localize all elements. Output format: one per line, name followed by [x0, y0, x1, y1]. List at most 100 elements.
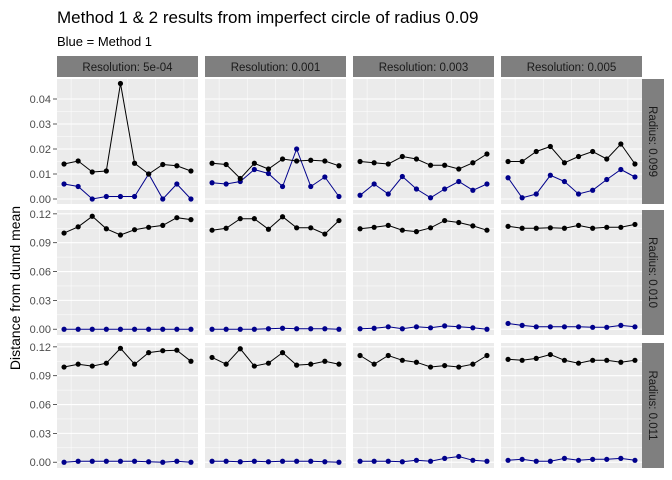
black-data-point: [75, 361, 81, 367]
black-data-point: [484, 227, 490, 233]
blue-data-point: [618, 322, 624, 328]
blue-data-point: [89, 196, 95, 202]
black-series-line: [63, 347, 192, 368]
blue-series-line: [212, 460, 339, 463]
black-data-point: [294, 158, 300, 164]
blue-data-point: [357, 458, 363, 464]
black-series-line: [360, 220, 488, 233]
black-data-point: [519, 357, 525, 363]
blue-data-point: [484, 458, 490, 464]
black-data-point: [146, 171, 152, 177]
blue-data-point: [279, 183, 286, 190]
blue-data-point: [223, 326, 229, 332]
black-data-point: [209, 160, 215, 166]
black-series-line: [360, 153, 488, 170]
blue-series-line: [360, 455, 487, 463]
black-data-point: [371, 361, 377, 367]
black-data-point: [533, 225, 539, 231]
column-strip: [57, 56, 198, 77]
black-data-point: [117, 232, 124, 238]
black-data-point: [308, 361, 314, 367]
blue-data-point: [322, 459, 328, 465]
black-series-line: [63, 83, 192, 175]
blue-data-point: [61, 181, 67, 187]
black-data-point: [160, 161, 166, 168]
black-data-point: [505, 158, 511, 165]
blue-data-point: [413, 457, 420, 463]
black-series-line: [359, 354, 488, 368]
black-data-point: [188, 358, 194, 364]
blue-data-point: [160, 326, 166, 332]
black-data-point: [385, 352, 391, 359]
facet-panel: [57, 210, 198, 335]
black-data-point: [188, 168, 194, 174]
blue-data-point: [131, 458, 138, 464]
blue-data-point: [160, 459, 166, 465]
blue-data-point: [442, 186, 448, 192]
black-data-point: [174, 215, 180, 221]
y-tick-label: 0.12: [30, 342, 51, 354]
y-tick-label: 0.03: [30, 295, 51, 307]
black-data-point: [75, 224, 81, 230]
blue-data-point: [505, 320, 511, 327]
y-tick-label: 0.09: [30, 238, 51, 250]
black-data-point: [61, 230, 67, 236]
black-data-point: [533, 355, 539, 361]
blue-series-line: [212, 327, 339, 330]
blue-data-point: [237, 459, 243, 465]
blue-data-point: [604, 324, 610, 330]
blue-data-point: [357, 326, 363, 332]
blue-data-point: [103, 326, 109, 332]
black-data-point: [223, 161, 229, 168]
blue-data-point: [484, 326, 490, 332]
black-data-point: [174, 347, 180, 353]
black-data-point: [279, 350, 286, 356]
y-tick-label: 0.00: [30, 457, 51, 469]
black-data-point: [470, 160, 476, 166]
blue-series-line: [508, 457, 636, 462]
black-data-point: [336, 217, 342, 224]
blue-data-point: [251, 166, 257, 173]
blue-data-point: [547, 324, 553, 330]
blue-data-point: [618, 166, 624, 173]
blue-data-point: [442, 455, 448, 461]
blue-data-point: [103, 458, 109, 464]
black-data-point: [103, 360, 109, 366]
blue-data-point: [146, 326, 152, 332]
row-strip: [642, 343, 664, 468]
blue-data-point: [146, 459, 152, 465]
blue-data-point: [385, 324, 391, 330]
black-data-point: [188, 217, 194, 223]
blue-data-point: [265, 170, 272, 177]
black-data-point: [89, 169, 95, 175]
black-data-point: [456, 166, 462, 172]
blue-data-point: [470, 325, 476, 331]
blue-data-point: [279, 458, 286, 464]
blue-data-point: [385, 191, 391, 197]
blue-data-point: [188, 326, 194, 332]
black-data-point: [519, 225, 525, 231]
black-data-point: [575, 360, 582, 366]
blue-data-point: [547, 458, 553, 464]
blue-data-point: [505, 175, 511, 181]
black-data-point: [590, 148, 596, 155]
y-tick-label: 0.03: [30, 119, 51, 131]
black-data-point: [103, 226, 109, 232]
black-series-line: [508, 353, 636, 364]
facet-panel: [205, 210, 346, 335]
blue-data-point: [131, 326, 138, 332]
black-data-point: [160, 222, 166, 228]
row-strip-label: Radius: 0.099: [646, 106, 658, 177]
y-tick-label: 0.06: [30, 400, 51, 412]
blue-data-point: [427, 195, 434, 201]
black-data-point: [413, 156, 420, 162]
blue-data-point: [251, 458, 257, 464]
black-data-point: [131, 227, 138, 233]
blue-data-point: [519, 322, 525, 328]
black-data-point: [470, 361, 476, 367]
black-data-point: [251, 160, 257, 166]
y-tick-label: 0.09: [30, 371, 51, 383]
blue-data-point: [265, 326, 272, 332]
y-tick-label: 0.01: [30, 169, 51, 181]
blue-data-point: [590, 187, 596, 193]
